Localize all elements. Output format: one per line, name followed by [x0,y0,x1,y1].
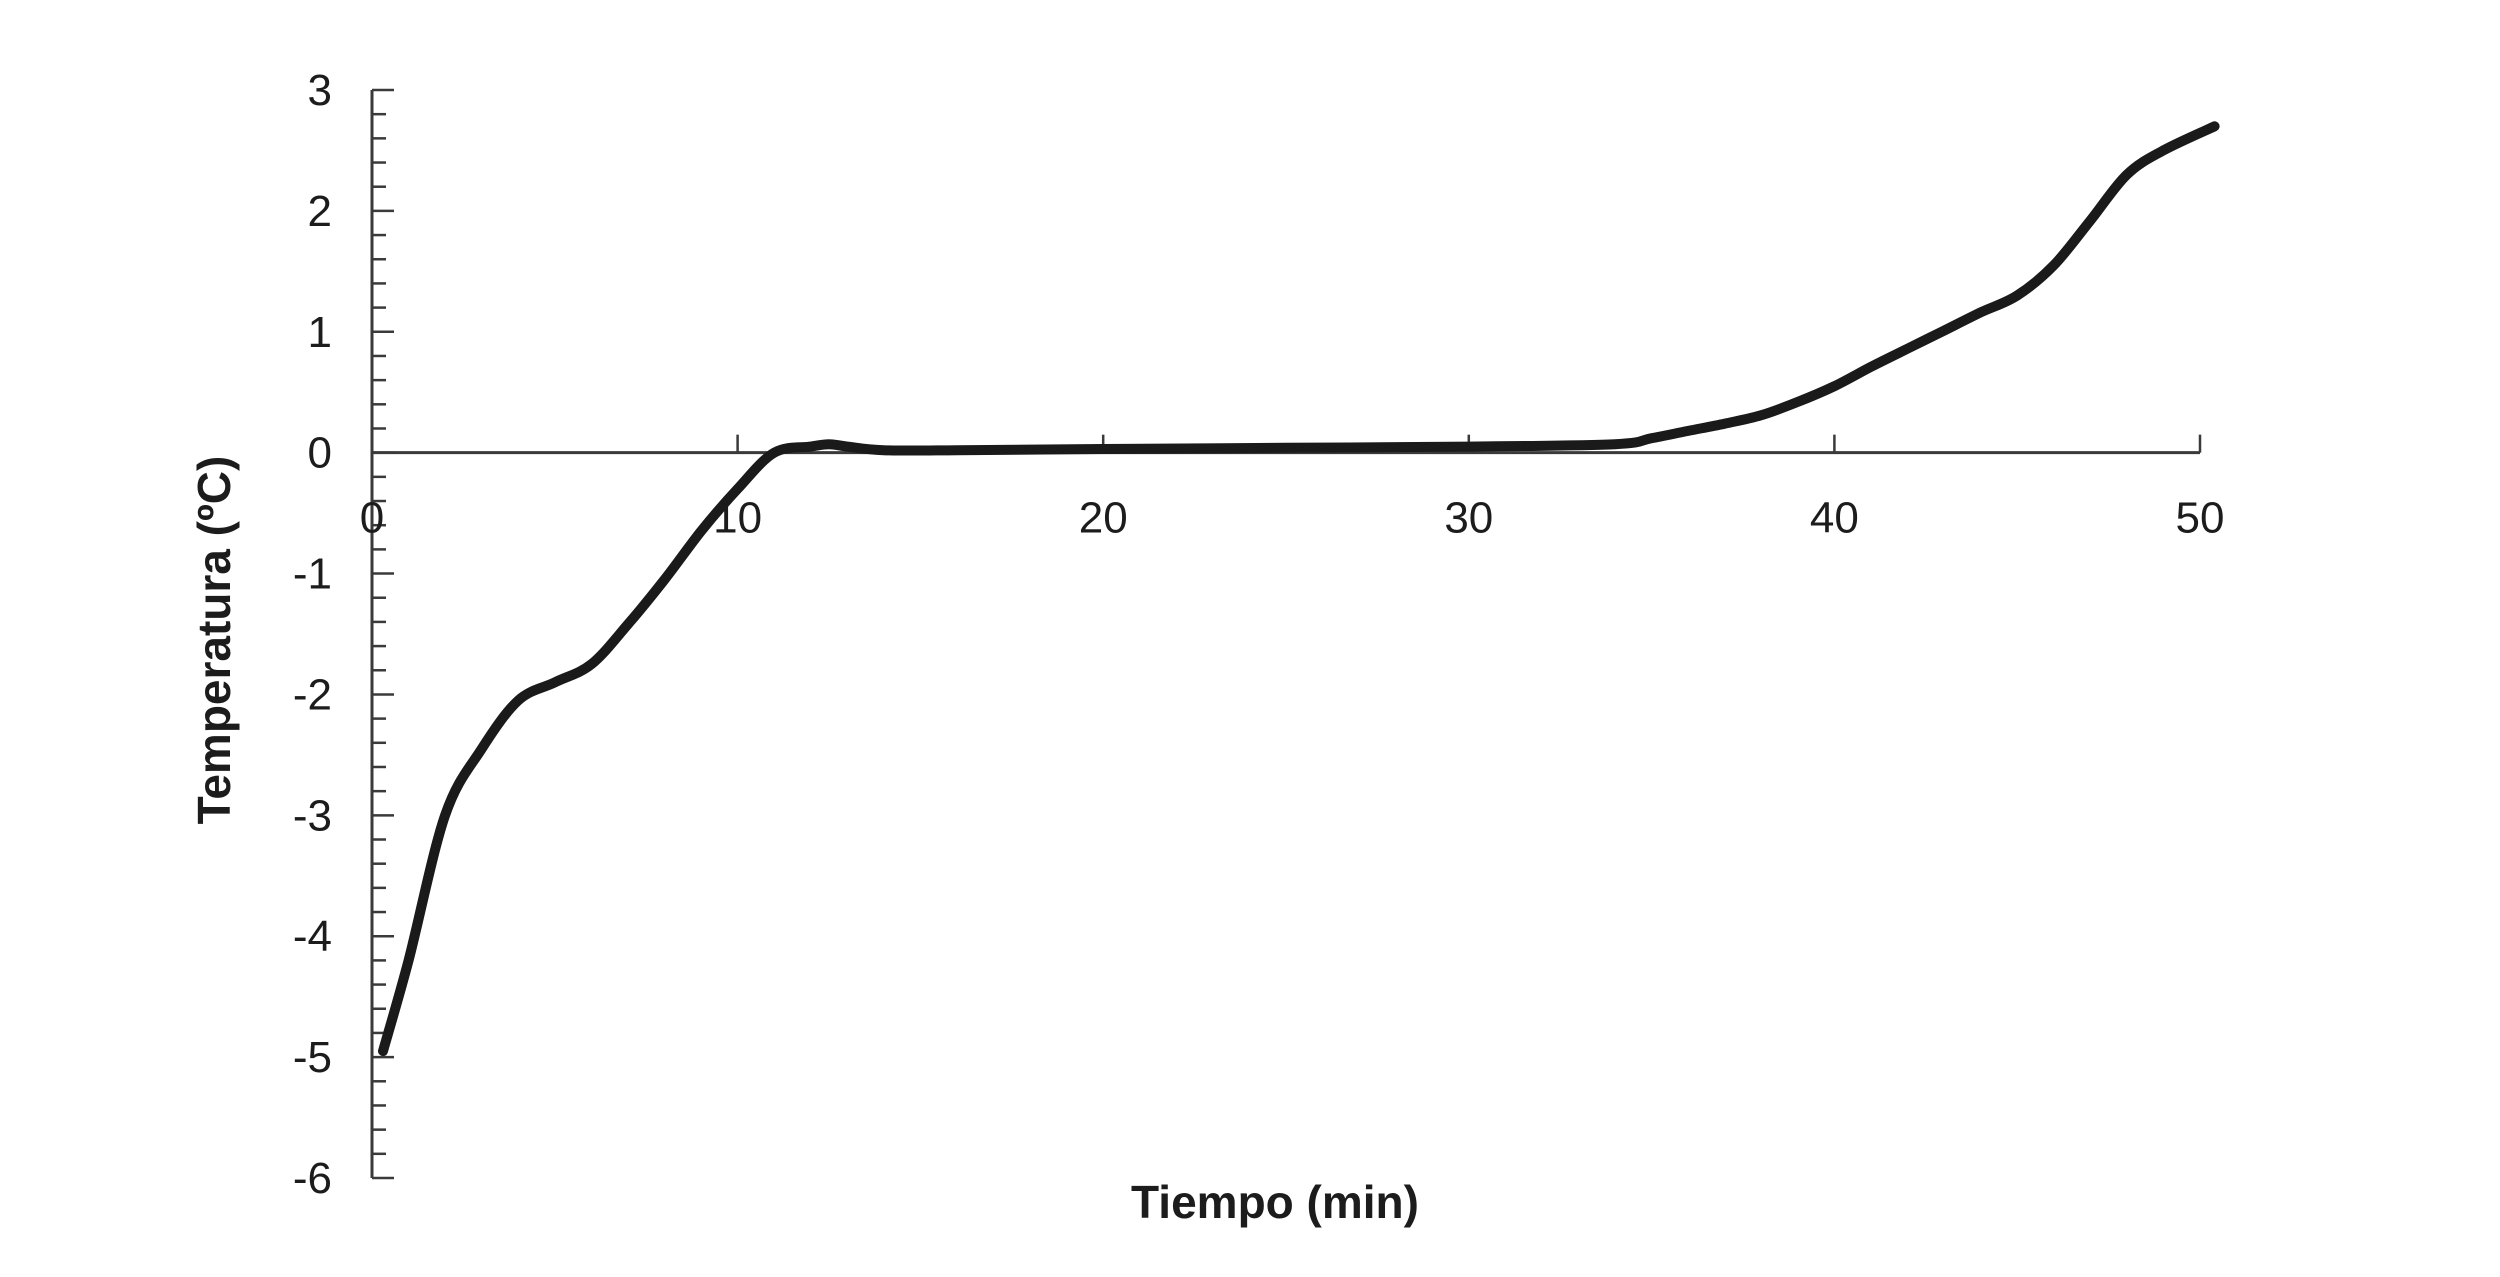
y-tick-label: 3 [308,66,332,115]
temperature-series-line [378,121,2220,1057]
x-tick-label: 20 [1079,494,1128,543]
y-tick-label: -6 [293,1154,332,1203]
x-tick-label: 50 [2176,494,2225,543]
series-layer [378,121,2220,1057]
x-tick-marks [370,434,2202,453]
y-axis: 3 2 1 0 -1 -2 -3 -4 -5 -6 [293,66,394,1203]
y-tick-labels: 3 2 1 0 -1 -2 -3 -4 -5 -6 [293,66,332,1203]
y-tick-label: -1 [293,550,332,599]
y-tick-label: 2 [308,187,332,236]
x-axis-title: Tiempo (min) [1131,1176,1419,1228]
x-tick-label: 30 [1444,494,1493,543]
x-tick-label: 0 [360,494,384,543]
x-tick-label: 40 [1810,494,1859,543]
x-tick-labels: 0 10 20 30 40 50 [360,494,2225,543]
y-tick-label: 1 [308,308,332,357]
y-tick-label: -5 [293,1033,332,1082]
y-tick-label: -3 [293,791,332,840]
y-tick-label: 0 [308,429,332,478]
y-tick-label: -4 [293,912,332,961]
y-tick-marks [372,88,394,1180]
y-axis-title: Temperatura (ºC) [188,456,240,825]
y-tick-label: -2 [293,670,332,719]
